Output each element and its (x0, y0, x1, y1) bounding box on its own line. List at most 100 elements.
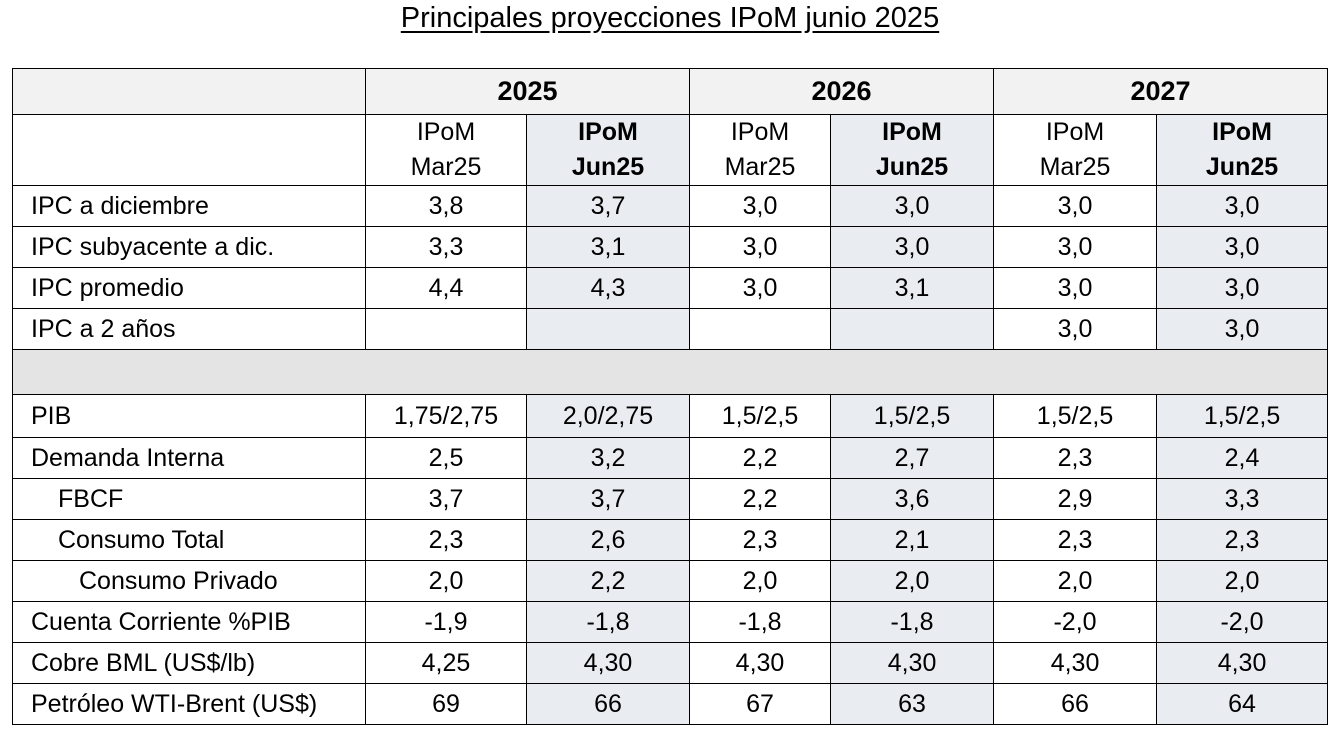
value-cell: 2,0 (1156, 560, 1329, 602)
value-cell: 2,2 (689, 478, 832, 520)
value-cell: -1,9 (365, 601, 527, 643)
table-row: Cobre BML (US$/lb) 4,25 4,30 4,30 4,30 4,30 4,… (12, 642, 1329, 684)
value-cell: 3,7 (525, 185, 691, 227)
value-cell: 2,3 (689, 519, 832, 561)
projections-table: 2025 2026 2027 IPoM Mar25 IPoM Jun25 IPoM M… (11, 68, 1329, 725)
value-cell: 2,3 (993, 437, 1158, 479)
row-label: FBCF (12, 478, 366, 520)
value-cell: 3,0 (830, 185, 995, 227)
value-cell: 2,0 (830, 560, 995, 602)
edition-header: IPoM Mar25 (993, 114, 1158, 186)
value-cell: 1,5/2,5 (993, 394, 1158, 438)
value-cell: 3,0 (689, 185, 832, 227)
value-cell: 3,0 (1156, 185, 1329, 227)
row-label: IPC a diciembre (12, 185, 366, 227)
row-label: IPC promedio (12, 267, 366, 309)
value-cell: 3,0 (689, 267, 832, 309)
value-cell: 3,0 (1156, 308, 1329, 350)
value-cell: 4,30 (689, 642, 832, 684)
value-cell: 69 (365, 683, 527, 725)
value-cell: 2,6 (525, 519, 691, 561)
value-cell: 67 (689, 683, 832, 725)
activity-section: PIB 1,75/2,75 2,0/2,75 1,5/2,5 1,5/2,5 1,5/2,… (12, 394, 1329, 725)
row-label: Demanda Interna (12, 437, 366, 479)
row-label: Consumo Privado (12, 560, 366, 602)
value-cell: 2,1 (830, 519, 995, 561)
value-cell: 3,0 (689, 226, 832, 268)
value-cell: 2,0 (993, 560, 1158, 602)
edition-header: IPoM Jun25 (525, 114, 691, 186)
value-cell: 2,0 (365, 560, 527, 602)
value-cell: 1,75/2,75 (365, 394, 527, 438)
value-cell: 2,5 (365, 437, 527, 479)
value-cell: 4,3 (525, 267, 691, 309)
value-cell (365, 308, 527, 350)
value-cell: 3,2 (525, 437, 691, 479)
value-cell: -2,0 (1156, 601, 1329, 643)
value-cell: 2,3 (993, 519, 1158, 561)
value-cell: 3,0 (993, 267, 1158, 309)
value-cell: 4,30 (993, 642, 1158, 684)
value-cell: 2,2 (525, 560, 691, 602)
value-cell: 4,30 (525, 642, 691, 684)
value-cell (830, 308, 995, 350)
value-cell: 2,0/2,75 (525, 394, 691, 438)
value-cell: -2,0 (993, 601, 1158, 643)
value-cell: 1,5/2,5 (689, 394, 832, 438)
table-row: IPC subyacente a dic. 3,3 3,1 3,0 3,0 3,0 3,0 (12, 226, 1329, 268)
value-cell: 3,0 (1156, 226, 1329, 268)
value-cell (525, 308, 691, 350)
table-row: IPC a 2 años 3,0 3,0 (12, 308, 1329, 350)
table-row: IPC promedio 4,4 4,3 3,0 3,1 3,0 3,0 (12, 267, 1329, 309)
year-2027-header: 2027 (993, 68, 1329, 115)
value-cell: -1,8 (689, 601, 832, 643)
separator-cell (11, 349, 1329, 395)
edition-header: IPoM Mar25 (365, 114, 527, 186)
value-cell: 3,0 (993, 185, 1158, 227)
section-separator-row (11, 349, 1329, 395)
value-cell: 1,5/2,5 (1156, 394, 1329, 438)
value-cell: 4,30 (830, 642, 995, 684)
value-cell: 3,1 (830, 267, 995, 309)
value-cell: 3,3 (1156, 478, 1329, 520)
row-label: IPC subyacente a dic. (12, 226, 366, 268)
value-cell: 4,4 (365, 267, 527, 309)
inflation-section: IPC a diciembre 3,8 3,7 3,0 3,0 3,0 3,0 IPC sub… (12, 185, 1329, 350)
value-cell: 2,0 (689, 560, 832, 602)
value-cell: 2,3 (365, 519, 527, 561)
value-cell: 3,0 (993, 226, 1158, 268)
corner-cell (12, 68, 366, 115)
table-row: PIB 1,75/2,75 2,0/2,75 1,5/2,5 1,5/2,5 1,5/2,… (12, 394, 1329, 438)
row-label: Consumo Total (12, 519, 366, 561)
value-cell: 64 (1156, 683, 1329, 725)
edition-header: IPoM Jun25 (1156, 114, 1329, 186)
edition-header: IPoM Jun25 (830, 114, 995, 186)
value-cell: 3,7 (365, 478, 527, 520)
year-2026-header: 2026 (689, 68, 995, 115)
table-row: Cuenta Corriente %PIB -1,9 -1,8 -1,8 -1,8 -2,… (12, 601, 1329, 643)
value-cell: 2,2 (689, 437, 832, 479)
value-cell: -1,8 (830, 601, 995, 643)
value-cell: 3,0 (993, 308, 1158, 350)
value-cell: 1,5/2,5 (830, 394, 995, 438)
value-cell: 3,3 (365, 226, 527, 268)
value-cell: 2,3 (1156, 519, 1329, 561)
value-cell: 3,6 (830, 478, 995, 520)
value-cell: 3,0 (1156, 267, 1329, 309)
row-label: Cobre BML (US$/lb) (12, 642, 366, 684)
row-label: Petróleo WTI-Brent (US$) (12, 683, 366, 725)
table-row: Consumo Total 2,3 2,6 2,3 2,1 2,3 2,3 (12, 519, 1329, 561)
value-cell: 4,25 (365, 642, 527, 684)
table-row: Demanda Interna 2,5 3,2 2,2 2,7 2,3 2,4 (12, 437, 1329, 479)
value-cell: 3,8 (365, 185, 527, 227)
edition-header-row: IPoM Mar25 IPoM Jun25 IPoM Mar25 IPoM Jun25 … (12, 114, 1329, 186)
value-cell: 2,7 (830, 437, 995, 479)
value-cell: 2,4 (1156, 437, 1329, 479)
edition-header: IPoM Mar25 (689, 114, 832, 186)
value-cell: 66 (993, 683, 1158, 725)
value-cell: -1,8 (525, 601, 691, 643)
table-row: Petróleo WTI-Brent (US$) 69 66 67 63 66 64 (12, 683, 1329, 725)
value-cell: 2,9 (993, 478, 1158, 520)
value-cell: 3,1 (525, 226, 691, 268)
value-cell: 66 (525, 683, 691, 725)
